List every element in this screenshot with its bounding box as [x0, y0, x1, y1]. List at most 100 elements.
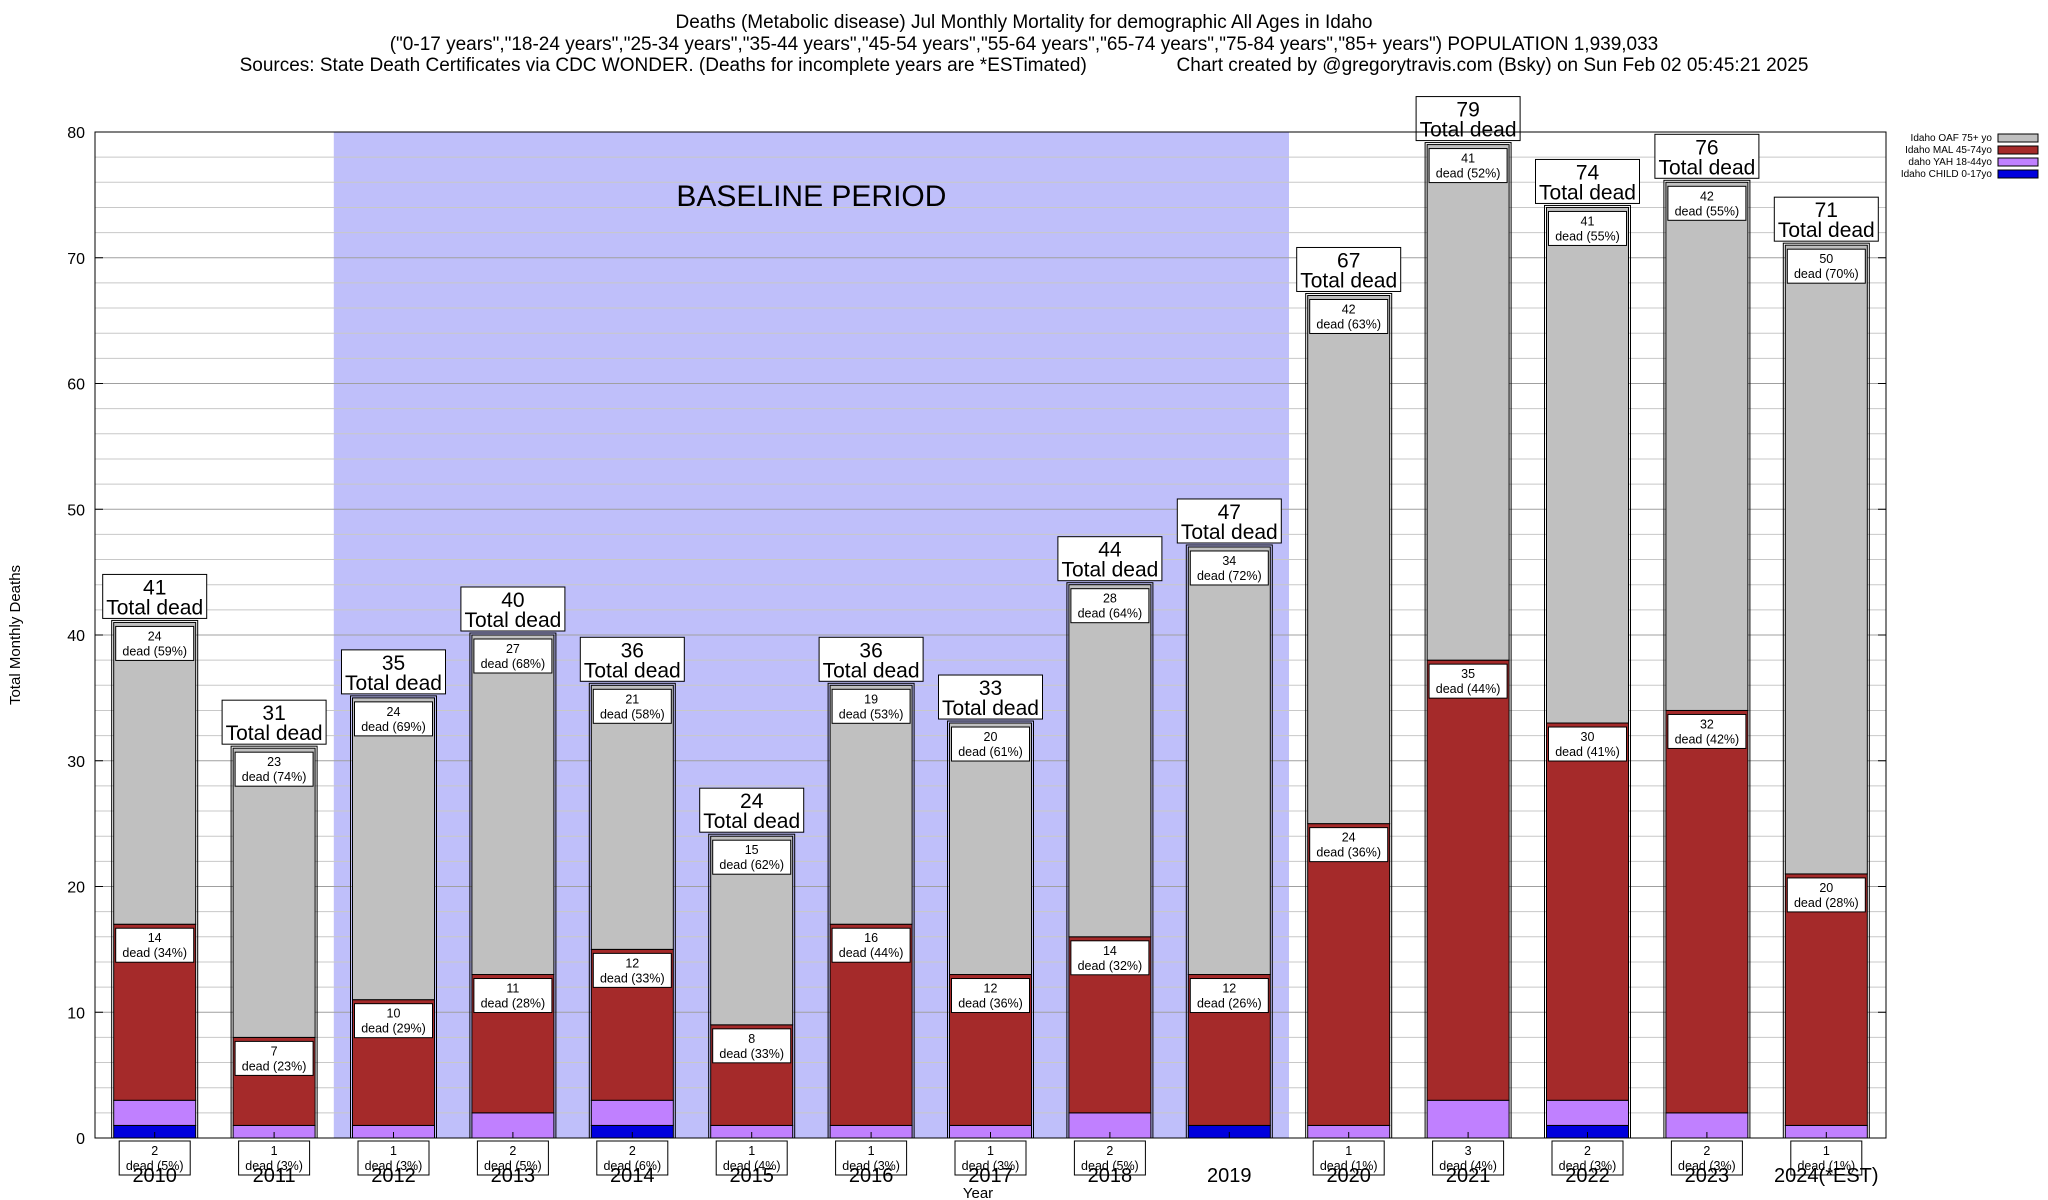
total-label-box: [1654, 133, 1760, 179]
segment-label-box: [1548, 726, 1627, 762]
y-tick-label: 50: [67, 502, 85, 519]
total-label-box: [341, 649, 446, 695]
segment-label-percent: dead (3%): [962, 1159, 1020, 1173]
total-label-box: [1415, 96, 1521, 142]
segment-label-box: [1670, 1140, 1743, 1176]
segment-label-count: 24: [148, 629, 162, 643]
segment-label-box: [473, 978, 553, 1014]
total-label-value: 24: [740, 790, 764, 813]
segment-label-percent: dead (5%): [1081, 1159, 1139, 1173]
segment-label-box: [951, 726, 1030, 762]
segment-label-count: 50: [1819, 252, 1833, 266]
total-label-value: 44: [1098, 539, 1122, 562]
x-tick-label: 2022: [1565, 1165, 1610, 1187]
y-tick-label: 30: [67, 754, 85, 771]
segment-label-box: [1070, 940, 1150, 976]
total-label-box: [1296, 246, 1402, 292]
bar-segment: [1784, 244, 1868, 875]
segment-label-count: 42: [1700, 189, 1714, 203]
segment-label-count: 41: [1581, 214, 1595, 228]
legend-swatch: [1997, 145, 2039, 155]
total-label-box: [818, 636, 924, 682]
segment-label-box: [115, 927, 195, 963]
segment-label-percent: dead (3%): [245, 1159, 303, 1173]
segment-label-count: 1: [390, 1144, 397, 1158]
segment-label-percent: dead (5%): [484, 1159, 542, 1173]
segment-label-box: [1070, 588, 1150, 624]
segment-label-count: 19: [864, 692, 878, 706]
segment-label-count: 14: [148, 931, 162, 945]
x-axis-title: Year: [963, 1185, 993, 1200]
bar-segment: [590, 684, 674, 950]
segment-label-box: [234, 751, 314, 787]
total-label-value: 76: [1695, 136, 1718, 159]
segment-label-percent: dead (69%): [361, 720, 426, 734]
bar-segment: [1546, 206, 1629, 724]
x-tick-label: 2014: [610, 1165, 655, 1187]
segment-label-percent: dead (52%): [1436, 167, 1501, 181]
total-label-value: 74: [1576, 161, 1600, 184]
segment-label-count: 41: [1461, 152, 1475, 166]
segment-label-count: 24: [387, 705, 401, 719]
segment-label-count: 1: [868, 1144, 875, 1158]
segment-label-percent: dead (44%): [839, 946, 904, 960]
segment-label-count: 3: [1465, 1144, 1472, 1158]
segment-label-box: [1551, 1140, 1624, 1176]
segment-label-percent: dead (55%): [1555, 229, 1620, 243]
segment-label-count: 1: [748, 1144, 755, 1158]
bar-segment: [590, 1099, 674, 1126]
segment-label-box: [1667, 713, 1747, 749]
segment-label-count: 10: [387, 1007, 401, 1021]
total-label-box: [1176, 498, 1282, 544]
segment-label-percent: dead (63%): [1316, 317, 1381, 331]
segment-label-percent: dead (59%): [122, 644, 187, 658]
segment-label-box: [354, 1003, 433, 1039]
total-label-value: 40: [501, 589, 524, 612]
segment-label-box: [592, 952, 672, 988]
total-label-text: Total dead: [1420, 119, 1517, 142]
legend-entry-label: Idaho MAL 45-74yo: [1905, 145, 1992, 156]
segment-label-box: [476, 1140, 549, 1176]
total-label-value: 35: [382, 652, 405, 675]
total-label-text: Total dead: [1181, 521, 1278, 544]
segment-label-box: [1428, 663, 1508, 699]
x-tick-label: 2017: [968, 1165, 1013, 1187]
segment-label-box: [234, 1040, 314, 1076]
segment-label-count: 32: [1700, 717, 1714, 731]
segment-label-count: 34: [1222, 554, 1236, 568]
segment-label-box: [712, 839, 792, 875]
segment-label-box: [1312, 1140, 1385, 1176]
segment-label-percent: dead (3%): [365, 1159, 423, 1173]
segment-label-count: 30: [1581, 730, 1595, 744]
segment-label-box: [1790, 1140, 1863, 1176]
segment-label-count: 8: [748, 1032, 755, 1046]
bar-segment: [471, 634, 555, 976]
segment-label-box: [1309, 827, 1389, 863]
segment-label-percent: dead (72%): [1197, 569, 1262, 583]
segment-label-count: 11: [506, 982, 519, 996]
total-label-value: 67: [1337, 249, 1360, 272]
bar-segment: [949, 722, 1032, 976]
segment-label-box: [1073, 1140, 1146, 1176]
segment-label-box: [831, 688, 911, 724]
segment-label-box: [118, 1140, 191, 1176]
segment-label-percent: dead (28%): [1794, 896, 1859, 910]
segment-label-percent: dead (5%): [126, 1159, 184, 1173]
bar-segment: [1426, 659, 1510, 1101]
segment-label-percent: dead (3%): [1559, 1159, 1617, 1173]
segment-label-percent: dead (3%): [1678, 1159, 1736, 1173]
segment-label-percent: dead (53%): [839, 707, 904, 721]
x-tick-label: 2010: [132, 1165, 177, 1187]
segment-label-count: 1: [1823, 1144, 1830, 1158]
x-tick-label: 2013: [491, 1165, 536, 1187]
segment-label-box: [592, 688, 672, 724]
segment-label-box: [951, 978, 1030, 1014]
total-label-text: Total dead: [703, 810, 800, 833]
y-tick-label: 70: [67, 251, 85, 268]
segment-label-count: 35: [1461, 667, 1475, 681]
bar-segment: [1068, 584, 1152, 938]
total-label-box: [699, 787, 805, 833]
segment-label-percent: dead (33%): [600, 971, 665, 985]
y-tick-label: 40: [67, 628, 85, 645]
